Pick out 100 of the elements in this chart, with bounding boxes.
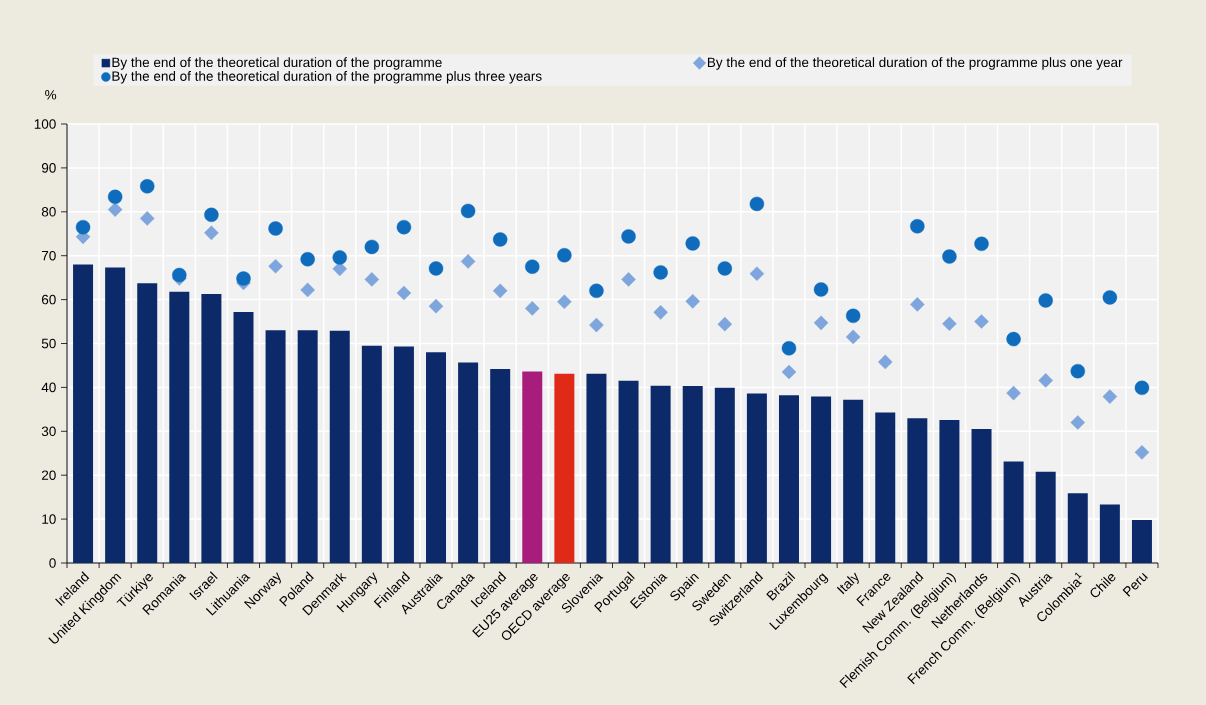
y-tick-label: 20 (41, 470, 56, 480)
point (557, 294, 572, 310)
y-tick-label: 0 (49, 558, 56, 568)
bar (458, 362, 479, 563)
bar (490, 368, 511, 563)
point (268, 258, 283, 274)
y-tick-label: 90 (41, 163, 56, 173)
point (749, 196, 765, 212)
point (621, 229, 636, 244)
point (428, 261, 444, 276)
bar (971, 429, 992, 563)
point (1070, 363, 1085, 379)
point (653, 305, 668, 320)
bar (137, 283, 158, 563)
point (139, 211, 155, 226)
bar (682, 386, 703, 563)
legend-label: By the end of the theoretical duration of the programme plus one year (707, 57, 1123, 70)
point (428, 298, 444, 314)
bar (233, 311, 254, 563)
point (813, 315, 829, 331)
point (685, 294, 700, 309)
bar (843, 399, 864, 563)
point (717, 261, 733, 276)
point (685, 236, 700, 251)
point (107, 189, 123, 205)
point (268, 221, 283, 236)
point (525, 259, 540, 274)
point (910, 219, 925, 234)
bar (426, 352, 447, 563)
point (172, 267, 187, 283)
bar (778, 395, 799, 563)
point (974, 314, 989, 329)
bar (169, 291, 190, 563)
point (75, 219, 91, 235)
bar (329, 330, 350, 563)
bar (1099, 504, 1120, 563)
point (781, 364, 797, 380)
point (781, 341, 797, 356)
bar (297, 330, 318, 563)
bar (746, 393, 767, 563)
bar (939, 419, 960, 563)
point (1006, 385, 1021, 401)
point (589, 317, 604, 333)
point (942, 316, 957, 332)
point (460, 203, 476, 219)
point (300, 282, 315, 298)
point (910, 297, 925, 312)
bar (361, 345, 382, 563)
bar (586, 373, 607, 563)
bar (522, 371, 543, 563)
bar (1035, 471, 1056, 563)
point (332, 250, 347, 265)
point (1102, 290, 1118, 305)
bar (1067, 493, 1088, 563)
point (813, 282, 829, 297)
point (845, 308, 861, 324)
point (557, 248, 572, 263)
point (492, 232, 508, 247)
point (942, 249, 957, 264)
point (204, 207, 219, 223)
point (1070, 415, 1086, 430)
bar (714, 387, 735, 563)
point (1038, 373, 1053, 388)
bar (105, 267, 126, 563)
point (396, 219, 412, 235)
point (1134, 445, 1150, 460)
bar (265, 330, 286, 563)
point (460, 254, 476, 269)
point (107, 202, 123, 217)
bar (618, 380, 639, 563)
bar (73, 264, 94, 563)
point (1006, 331, 1021, 347)
legend-label: By the end of the theoretical duration of the programme plus three years (112, 70, 542, 84)
bar (554, 373, 575, 563)
point (749, 266, 765, 281)
legend-label: By the end of the theoretical duration of the programme (112, 57, 442, 70)
y-tick-label: 40 (41, 382, 56, 393)
point (653, 265, 668, 280)
y-tick-label: 100 (34, 119, 56, 129)
point (845, 329, 861, 345)
y-tick-label: 30 (41, 426, 56, 437)
point (717, 316, 733, 332)
y-tick-label: 80 (41, 207, 56, 217)
point (1038, 293, 1053, 308)
point (525, 301, 540, 316)
point (204, 225, 219, 241)
point (621, 272, 636, 287)
bar (201, 293, 222, 563)
point (140, 179, 155, 194)
y-axis-title: % (45, 90, 57, 100)
point (1134, 380, 1150, 396)
point (396, 285, 412, 301)
y-tick-label: 70 (41, 250, 56, 261)
point (300, 252, 315, 267)
y-tick-label: 10 (42, 514, 56, 524)
point (492, 283, 508, 299)
bar (907, 418, 928, 563)
bar (393, 346, 414, 563)
point (877, 354, 893, 370)
bar (811, 396, 832, 563)
